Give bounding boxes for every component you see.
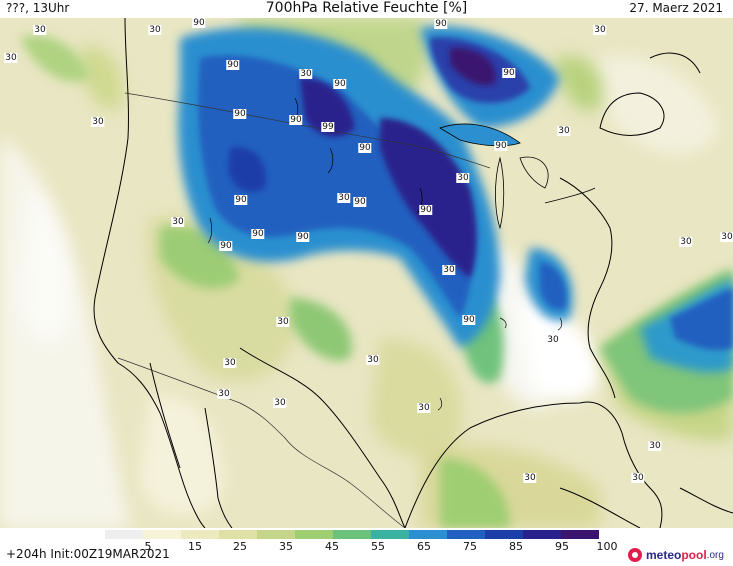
colorbar-swatch xyxy=(295,530,333,539)
contour-label: 30 xyxy=(33,25,47,35)
colorbar-swatch xyxy=(143,530,181,539)
run-info: +204h Init:00Z19MAR2021 xyxy=(6,547,170,561)
contour-label: 30 xyxy=(631,473,645,483)
valid-time-label: ???, 13Uhr xyxy=(6,1,70,15)
contour-label: 30 xyxy=(648,441,662,451)
contour-label: 30 xyxy=(679,237,693,247)
colorbar-swatch xyxy=(371,530,409,539)
contour-label: 90 xyxy=(226,60,240,70)
contour-label: 90 xyxy=(358,143,372,153)
contour-label: 30 xyxy=(276,317,290,327)
colorbar-tick-label: 25 xyxy=(233,540,247,553)
contour-label: 30 xyxy=(557,126,571,136)
contour-label: 30 xyxy=(720,232,733,242)
contour-label: 30 xyxy=(523,473,537,483)
colorbar-swatch xyxy=(333,530,371,539)
colorbar-tick-label: 85 xyxy=(509,540,523,553)
contour-label: 30 xyxy=(456,173,470,183)
humidity-field-svg xyxy=(0,18,733,528)
colorbar-swatch xyxy=(447,530,485,539)
colorbar-tick-label: 65 xyxy=(417,540,431,553)
colorbar-tick-label: 35 xyxy=(279,540,293,553)
meteopool-brand[interactable]: meteopool .org xyxy=(628,546,724,564)
contour-label: 90 xyxy=(289,115,303,125)
contour-label: 30 xyxy=(171,217,185,227)
colorbar-swatch xyxy=(219,530,257,539)
lakes xyxy=(439,123,596,230)
colorbar-tick-label: 45 xyxy=(325,540,339,553)
contour-label: 90 xyxy=(219,241,233,251)
moist-zones-purple xyxy=(228,47,496,278)
colorbar-swatch xyxy=(181,530,219,539)
valid-date-label: 27. Maerz 2021 xyxy=(629,1,723,15)
colorbar-swatch xyxy=(523,530,561,539)
contour-label: 30 xyxy=(273,398,287,408)
contour-label: 30 xyxy=(91,117,105,127)
contour-label: 90 xyxy=(296,232,310,242)
contour-label: 30 xyxy=(593,25,607,35)
colorbar-tick-label: 5 xyxy=(144,540,152,553)
contour-label: 90 xyxy=(434,19,448,29)
brand-name-b: pool xyxy=(681,548,707,562)
colorbar-swatch xyxy=(561,530,599,539)
brand-logo-icon xyxy=(628,548,642,562)
humidity-map: 90 90 90 90 90 90 90 90 90 90 90 90 90 90 90 90 99 30 30 30… xyxy=(0,18,733,528)
contour-label: 90 xyxy=(233,109,247,119)
colorbar-tick-label: 95 xyxy=(555,540,569,553)
contour-label: 30 xyxy=(442,265,456,275)
contour-label: 30 xyxy=(337,193,351,203)
contour-label: 90 xyxy=(192,18,206,28)
contour-label: 30 xyxy=(366,355,380,365)
contour-label: 90 xyxy=(494,141,508,151)
colorbar-tick-label: 15 xyxy=(188,540,202,553)
contour-label: 30 xyxy=(223,358,237,368)
map-footer: 5 15 25 35 45 55 65 75 85 95 100 +204h Init:00Z19M… xyxy=(0,528,733,566)
dry-zones xyxy=(0,56,720,528)
contour-label: 30 xyxy=(546,335,560,345)
colorbar-swatch xyxy=(105,530,143,539)
colorbar-tick-label: 75 xyxy=(463,540,477,553)
contour-label: 90 xyxy=(251,229,265,239)
colorbar-tick-label: 55 xyxy=(371,540,385,553)
brand-tld: .org xyxy=(706,549,724,561)
contour-label: 99 xyxy=(321,122,335,132)
contour-label: 90 xyxy=(333,79,347,89)
coastlines xyxy=(93,18,733,528)
contour-label: 30 xyxy=(217,389,231,399)
contour-label: 30 xyxy=(4,53,18,63)
map-title: 700hPa Relative Feuchte [%] xyxy=(265,0,468,16)
contour-label: 90 xyxy=(353,197,367,207)
contour-label: 30 xyxy=(417,403,431,413)
colorbar xyxy=(105,530,599,539)
colorbar-swatch xyxy=(409,530,447,539)
contour-label: 90 xyxy=(234,195,248,205)
contour-label: 30 xyxy=(299,69,313,79)
map-header: ???, 13Uhr 700hPa Relative Feuchte [%] 2… xyxy=(0,0,733,18)
brand-name-a: meteo xyxy=(646,548,682,562)
colorbar-swatch xyxy=(485,530,523,539)
contour-label: 90 xyxy=(462,315,476,325)
contour-label: 90 xyxy=(419,205,433,215)
colorbar-swatch xyxy=(257,530,295,539)
colorbar-tick-label: 100 xyxy=(596,540,618,553)
contour-label: 90 xyxy=(502,68,516,78)
political-borders xyxy=(117,92,491,528)
contour-label: 30 xyxy=(148,25,162,35)
